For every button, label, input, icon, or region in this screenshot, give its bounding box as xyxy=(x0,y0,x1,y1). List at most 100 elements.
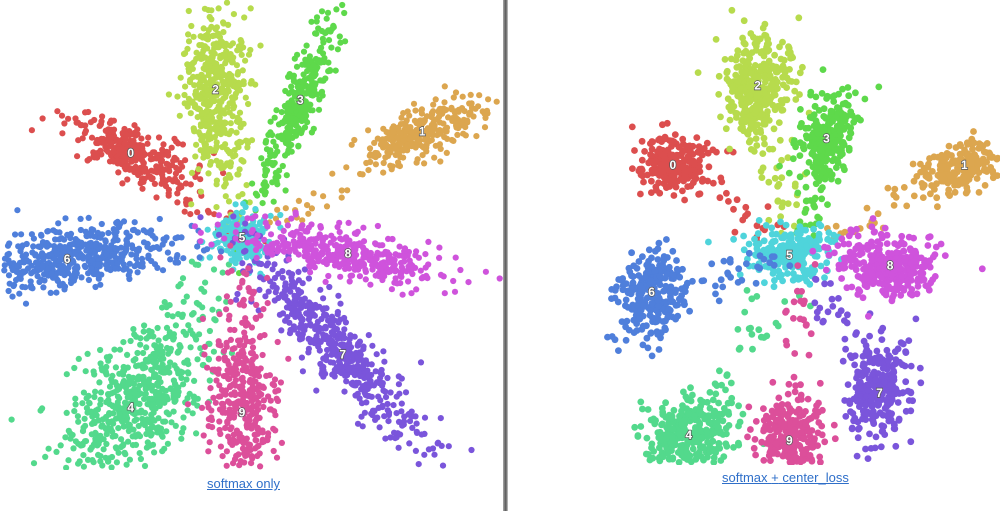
scatter-point xyxy=(653,186,660,194)
scatter-point xyxy=(338,194,345,201)
scatter-point xyxy=(233,129,240,136)
scatter-point xyxy=(746,91,754,99)
scatter-point xyxy=(328,44,335,51)
scatter-point xyxy=(179,163,186,170)
scatter-point xyxy=(299,61,306,68)
scatter-point xyxy=(327,239,334,246)
scatter-point xyxy=(356,273,363,280)
scatter-point xyxy=(398,114,405,121)
scatter-point xyxy=(29,285,36,292)
scatter-point xyxy=(391,261,398,268)
scatter-point xyxy=(63,371,70,378)
scatter-point xyxy=(954,164,961,172)
scatter-point xyxy=(272,174,279,181)
scatter-point xyxy=(406,440,413,447)
scatter-point xyxy=(481,110,488,117)
scatter-point xyxy=(336,33,343,40)
scatter-point xyxy=(309,254,316,261)
scatter-point xyxy=(171,175,179,182)
scatter-point xyxy=(102,127,109,134)
scatter-point xyxy=(274,338,281,346)
scatter-point xyxy=(209,306,216,313)
scatter-point xyxy=(303,227,310,234)
scatter-point xyxy=(963,165,971,173)
scatter-point xyxy=(308,205,315,212)
scatter-point xyxy=(749,86,757,94)
scatter-point xyxy=(397,269,404,276)
scatter-point xyxy=(448,136,455,144)
scatter-point xyxy=(113,459,120,466)
scatter-point xyxy=(839,85,846,93)
scatter-point xyxy=(233,405,240,412)
scatter-point xyxy=(766,145,773,153)
caption-link-softmax-only[interactable]: softmax only xyxy=(207,476,280,491)
scatter-point xyxy=(48,250,56,257)
cluster-7-points xyxy=(197,213,475,469)
scatter-point xyxy=(372,368,379,375)
scatter-point xyxy=(28,231,35,238)
scatter-point xyxy=(793,201,800,209)
scatter-point xyxy=(269,266,276,273)
scatter-point xyxy=(432,96,439,103)
scatter-point xyxy=(178,174,185,181)
scatter-point xyxy=(242,57,249,64)
scatter-point xyxy=(42,453,49,460)
scatter-point xyxy=(290,232,297,239)
scatter-point xyxy=(816,215,823,223)
scatter-point xyxy=(341,335,348,342)
scatter-point xyxy=(108,464,115,470)
scatter-point xyxy=(957,142,964,150)
scatter-point xyxy=(763,65,771,73)
scatter-point xyxy=(156,389,163,396)
cluster-2-points xyxy=(165,0,264,238)
scatter-point xyxy=(783,84,790,91)
scatter-point xyxy=(347,332,354,339)
scatter-point xyxy=(111,346,118,353)
scatter-point xyxy=(389,235,396,243)
scatter-point xyxy=(193,55,200,62)
scatter-point xyxy=(275,133,282,140)
scatter-point xyxy=(771,91,779,99)
scatter-point xyxy=(215,370,222,377)
window-divider[interactable] xyxy=(503,0,508,511)
scatter-point xyxy=(324,9,332,16)
scatter-point xyxy=(192,92,200,100)
scatter-point xyxy=(170,390,177,397)
scatter-point xyxy=(218,165,225,172)
scatter-point xyxy=(308,236,315,243)
scatter-point xyxy=(154,152,161,159)
scatter-point xyxy=(134,269,141,276)
scatter-point xyxy=(774,85,781,92)
scatter-point xyxy=(223,293,230,300)
scatter-point xyxy=(476,92,483,99)
scatter-point xyxy=(226,400,233,407)
scatter-point xyxy=(247,46,254,54)
scatter-point xyxy=(202,63,209,70)
scatter-point xyxy=(393,134,401,141)
scatter-point xyxy=(103,251,110,258)
scatter-point xyxy=(169,313,176,320)
scatter-point xyxy=(667,161,675,169)
scatter-point xyxy=(148,415,156,422)
scatter-point xyxy=(910,192,918,200)
scatter-point xyxy=(297,235,304,242)
scatter-point xyxy=(258,391,265,398)
scatter-point xyxy=(263,182,270,190)
scatter-point xyxy=(321,305,328,312)
scatter-point xyxy=(225,21,232,28)
scatter-point xyxy=(202,32,209,40)
scatter-point xyxy=(56,245,64,252)
scatter-point xyxy=(325,37,333,44)
scatter-point xyxy=(162,335,169,342)
scatter-point xyxy=(23,240,30,248)
scatter-point xyxy=(161,445,168,452)
scatter-point xyxy=(309,107,316,114)
scatter-point xyxy=(220,347,228,355)
scatter-point xyxy=(385,418,392,425)
scatter-point xyxy=(292,132,300,139)
scatter-point xyxy=(292,116,300,123)
scatter-point xyxy=(258,260,265,268)
scatter-point xyxy=(221,390,228,398)
scatter-point xyxy=(285,73,292,80)
scatter-point xyxy=(754,121,761,129)
